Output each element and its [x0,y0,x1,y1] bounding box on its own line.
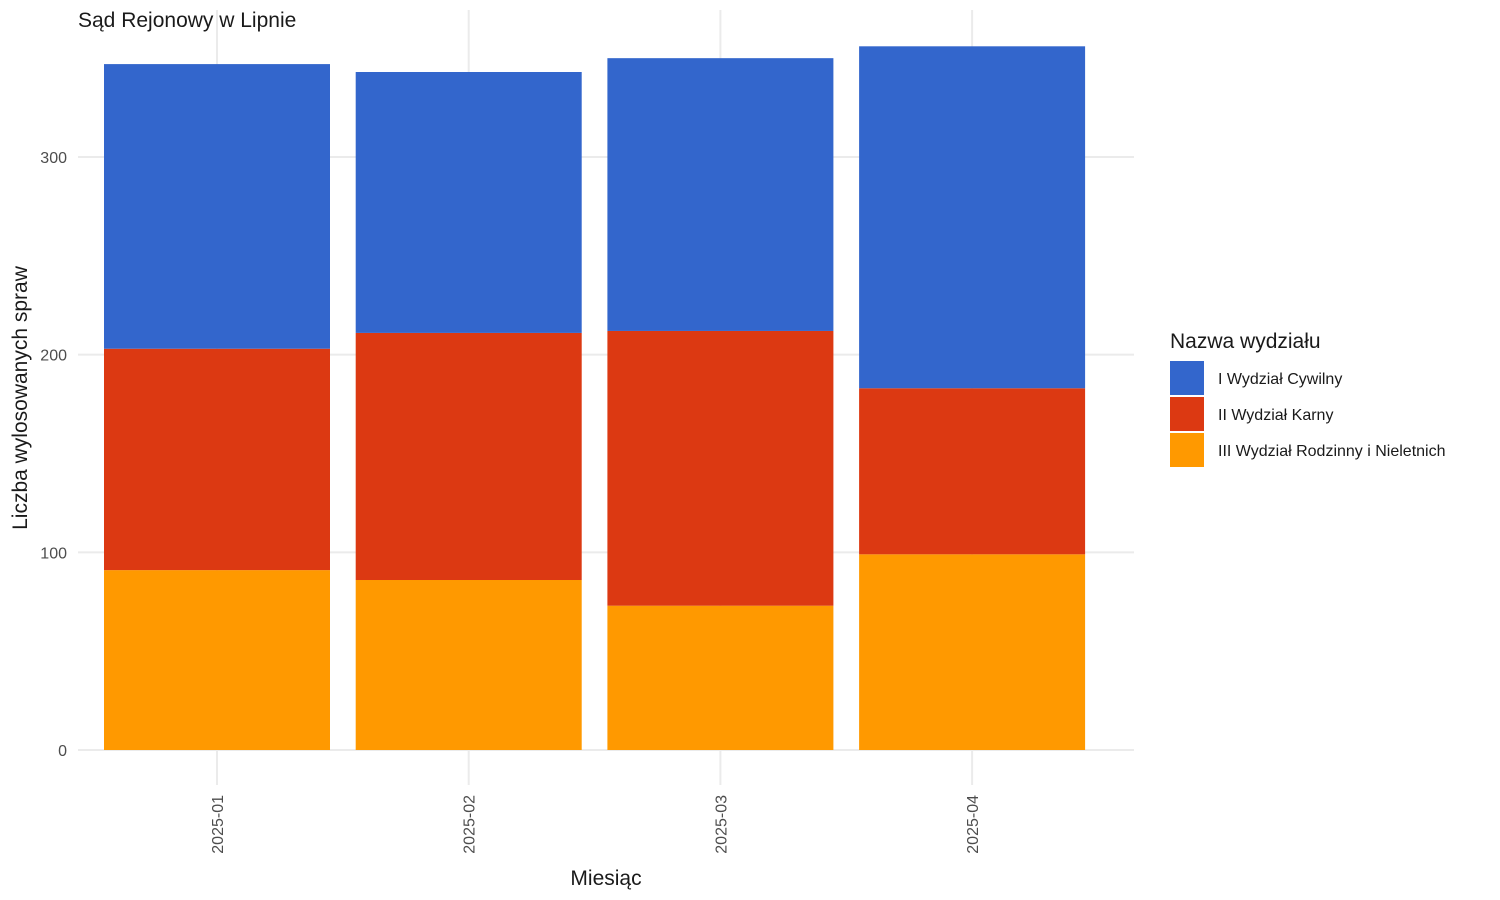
bar-segment [355,580,582,750]
y-tick-label: 100 [40,545,67,562]
bar-segment [355,72,582,333]
bar-segment [859,388,1086,555]
y-tick-label: 300 [40,150,67,167]
x-tick-label: 2025-01 [210,795,227,854]
bar-segment [104,64,330,349]
bar-segment [607,605,834,750]
bar-segment [104,348,330,571]
y-axis-title: Liczba wylosowanych spraw [9,265,32,530]
chart-title: Sąd Rejonowy w Lipnie [78,9,296,32]
bar-segment [859,46,1086,389]
x-tick-label: 2025-04 [965,795,982,854]
y-tick-label: 200 [40,348,67,365]
legend-label: II Wydział Karny [1218,407,1333,424]
bar-segment [104,570,330,750]
bars [104,46,1086,750]
axes: 0 100 200 300 2025-01 2025-02 2025-03 2025-04 [40,150,982,854]
x-tick-label: 2025-03 [713,795,730,854]
bar-segment [859,554,1086,750]
bar-segment [355,332,582,581]
y-tick-label: 0 [58,743,67,760]
legend: Nazwa wydziału I Wydział Cywilny II Wydzi… [1170,330,1446,467]
legend-label: III Wydział Rodzinny i Nieletnich [1218,443,1446,460]
x-axis-title: Miesiąc [570,867,641,890]
bar-segment [607,58,834,331]
legend-title: Nazwa wydziału [1170,330,1321,353]
legend-swatch [1170,433,1204,467]
x-tick-label: 2025-02 [462,795,479,854]
legend-swatch [1170,361,1204,395]
legend-swatch [1170,397,1204,431]
bar-segment [607,330,834,606]
legend-label: I Wydział Cywilny [1218,371,1342,388]
